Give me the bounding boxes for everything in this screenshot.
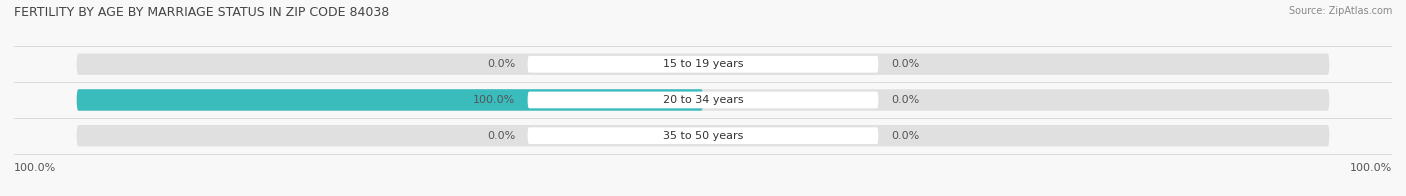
Text: 0.0%: 0.0% [486,59,515,69]
Text: 15 to 19 years: 15 to 19 years [662,59,744,69]
Text: 35 to 50 years: 35 to 50 years [662,131,744,141]
FancyBboxPatch shape [527,56,879,73]
Text: 0.0%: 0.0% [891,131,920,141]
Text: 0.0%: 0.0% [891,95,920,105]
Text: 20 to 34 years: 20 to 34 years [662,95,744,105]
FancyBboxPatch shape [77,125,1329,146]
FancyBboxPatch shape [77,54,1329,75]
FancyBboxPatch shape [527,92,879,108]
Text: Source: ZipAtlas.com: Source: ZipAtlas.com [1288,6,1392,16]
FancyBboxPatch shape [527,127,879,144]
FancyBboxPatch shape [77,89,1329,111]
Text: 0.0%: 0.0% [891,59,920,69]
Text: FERTILITY BY AGE BY MARRIAGE STATUS IN ZIP CODE 84038: FERTILITY BY AGE BY MARRIAGE STATUS IN Z… [14,6,389,19]
Text: 100.0%: 100.0% [14,162,56,172]
FancyBboxPatch shape [77,89,703,111]
Text: 0.0%: 0.0% [486,131,515,141]
Text: 100.0%: 100.0% [1350,162,1392,172]
Text: 100.0%: 100.0% [472,95,515,105]
